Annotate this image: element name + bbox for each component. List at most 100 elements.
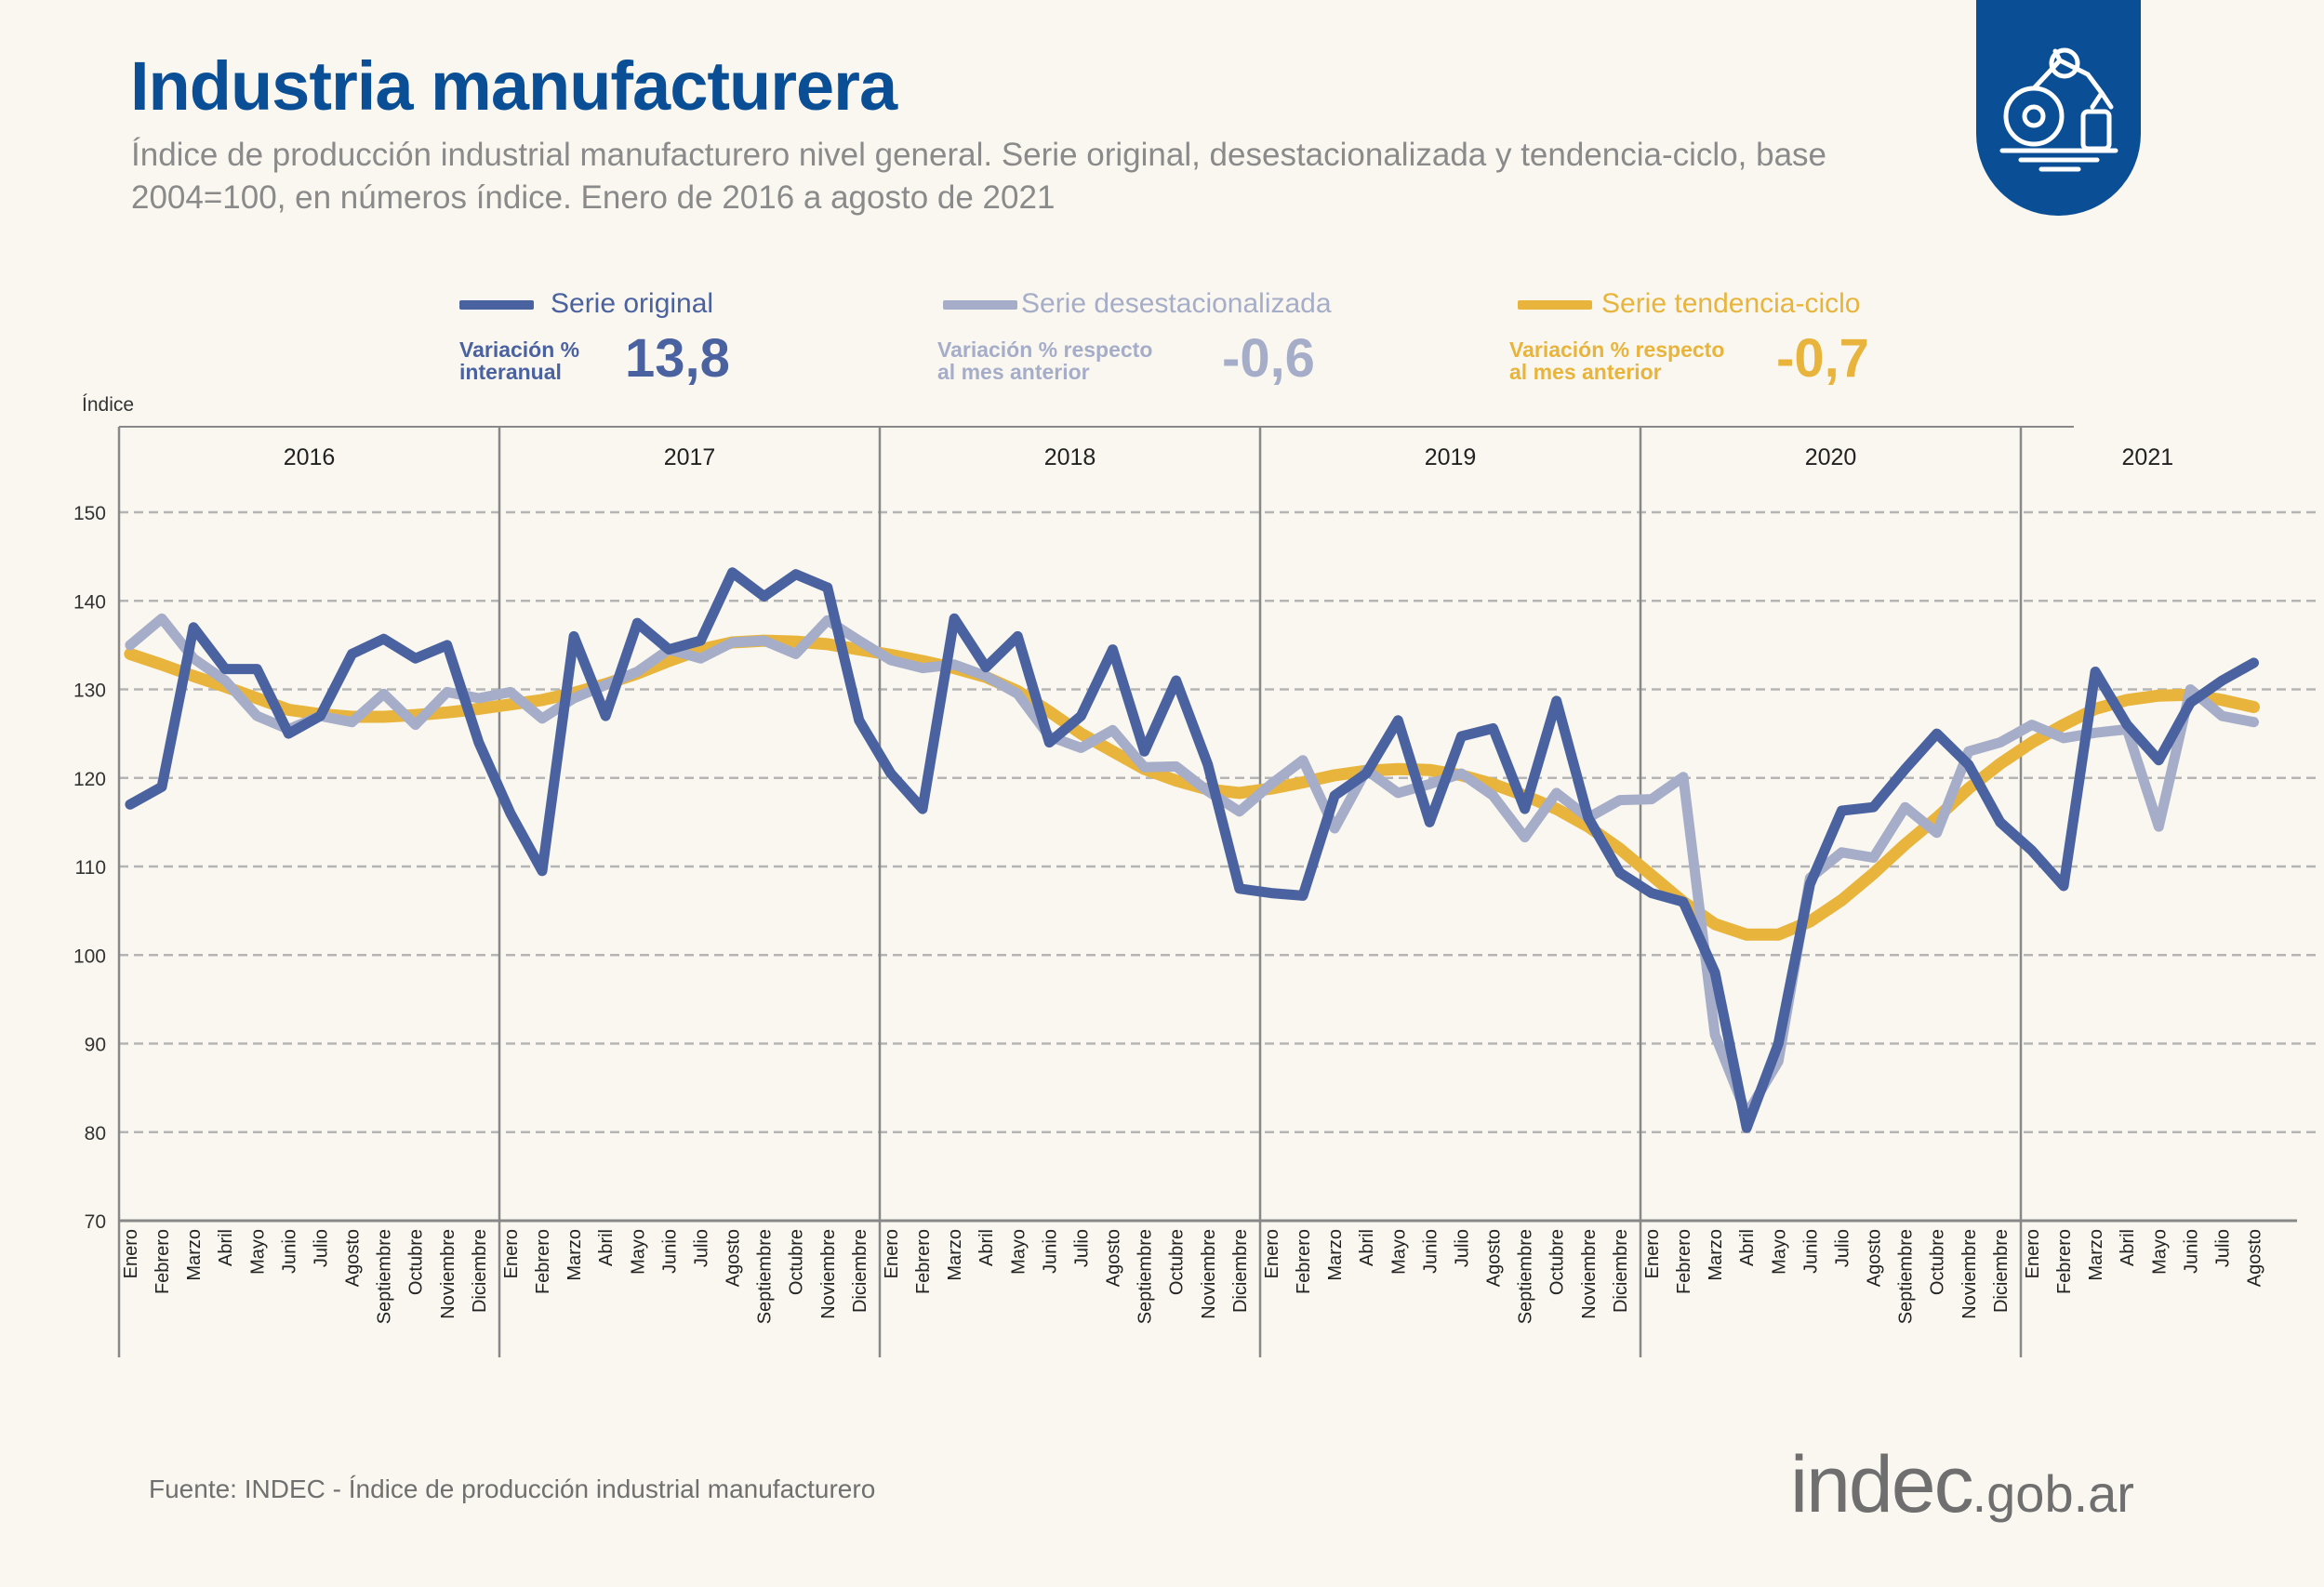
x-tick-label: Febrero (913, 1229, 934, 1294)
x-tick-label: Noviembre (438, 1229, 458, 1319)
x-tick-label: Mayo (247, 1229, 268, 1275)
year-label: 2016 (284, 444, 336, 470)
metric-value-tendencia: -0,7 (1776, 328, 1869, 389)
x-tick-label: Mayo (628, 1229, 648, 1275)
metric-label-original: Variación % interanual (459, 338, 579, 383)
metric-value-original: 13,8 (625, 328, 730, 389)
x-tick-label: Febrero (1674, 1229, 1694, 1294)
y-tick-label: 70 (85, 1211, 106, 1233)
metric-label-line: Variación % respecto (1509, 337, 1725, 362)
x-tick-label: Mayo (1388, 1229, 1409, 1275)
x-tick-label: Enero (121, 1229, 141, 1278)
y-tick-label: 110 (75, 857, 106, 879)
x-tick-label: Julio (311, 1229, 331, 1267)
legend-item-desestacionalizada: Serie desestacionalizada (943, 288, 1332, 320)
x-tick-label: Agosto (2245, 1229, 2265, 1287)
x-tick-label: Enero (2023, 1229, 2043, 1278)
x-tick-label: Julio (2212, 1229, 2233, 1267)
x-tick-label: Enero (501, 1229, 522, 1278)
robot-arm-icon (1999, 47, 2118, 172)
indec-logo[interactable]: indec.gob.ar (1790, 1439, 2134, 1531)
source-note: Fuente: INDEC - Índice de producción ind… (149, 1475, 876, 1503)
legend-item-original: Serie original (459, 288, 713, 320)
x-tick-label: Marzo (1706, 1229, 1726, 1281)
x-tick-label: Abril (596, 1229, 617, 1266)
x-tick-label: Agosto (343, 1229, 364, 1287)
x-tick-label: Marzo (945, 1229, 965, 1281)
year-label: 2019 (1425, 444, 1477, 470)
x-tick-label: Agosto (1104, 1229, 1124, 1287)
x-tick-label: Septiembre (375, 1229, 395, 1324)
x-tick-label: Noviembre (818, 1229, 839, 1319)
legend-label: Serie tendencia-ciclo (1601, 288, 1861, 319)
x-tick-label: Febrero (1294, 1229, 1314, 1294)
x-tick-label: Junio (1420, 1229, 1441, 1274)
x-tick-label: Abril (976, 1229, 997, 1266)
x-tick-label: Septiembre (755, 1229, 776, 1324)
metric-label-line: Variación % (459, 337, 580, 362)
x-tick-label: Octubre (1167, 1229, 1188, 1295)
year-label: 2020 (1805, 444, 1857, 470)
x-tick-label: Octubre (1547, 1229, 1568, 1295)
x-tick-label: Marzo (184, 1229, 205, 1281)
page-subtitle: Índice de producción industrial manufact… (131, 137, 1827, 216)
x-tick-label: Octubre (1928, 1229, 1948, 1295)
year-label: 2018 (1044, 444, 1096, 470)
x-tick-label: Julio (691, 1229, 711, 1267)
x-tick-label: Febrero (153, 1229, 173, 1294)
x-tick-label: Agosto (1865, 1229, 1885, 1287)
x-tick-label: Julio (1452, 1229, 1472, 1267)
x-tick-label: Noviembre (1959, 1229, 1980, 1319)
legend-item-tendencia: Serie tendencia-ciclo (1518, 288, 1860, 320)
x-tick-label: Abril (216, 1229, 236, 1266)
metric-label-line: interanual (459, 360, 562, 384)
x-tick-label: Febrero (2054, 1229, 2075, 1294)
x-tick-label: Junio (659, 1229, 680, 1274)
x-tick-label: Marzo (1325, 1229, 1346, 1281)
x-tick-label: Enero (1642, 1229, 1663, 1278)
x-tick-label: Octubre (787, 1229, 807, 1295)
x-tick-label: Septiembre (1896, 1229, 1917, 1324)
x-tick-label: Noviembre (1579, 1229, 1600, 1319)
x-tick-label: Abril (1357, 1229, 1377, 1266)
x-tick-label: Diciembre (1230, 1229, 1251, 1313)
x-tick-label: Junio (1800, 1229, 1821, 1274)
x-tick-label: Febrero (533, 1229, 553, 1294)
y-tick-label: 100 (73, 946, 106, 967)
x-tick-label: Mayo (1008, 1229, 1029, 1275)
page-title: Industria manufacturera (130, 47, 897, 125)
x-tick-label: Diciembre (1991, 1229, 2012, 1313)
y-tick-label: 120 (73, 769, 106, 790)
x-tick-label: Abril (1737, 1229, 1758, 1266)
x-tick-label: Agosto (1484, 1229, 1505, 1287)
metric-label-line: Variación % respecto (937, 337, 1153, 362)
legend-swatch (459, 300, 534, 311)
x-tick-label: Agosto (724, 1229, 744, 1287)
x-tick-label: Noviembre (1199, 1229, 1219, 1319)
y-axis-label: Índice (82, 394, 134, 416)
y-tick-label: 150 (73, 503, 106, 524)
metric-label-line: al mes anterior (1509, 360, 1662, 384)
legend-label: Serie original (551, 288, 714, 319)
x-tick-label: Marzo (564, 1229, 585, 1281)
year-label: 2021 (2122, 444, 2174, 470)
x-tick-label: Septiembre (1135, 1229, 1156, 1324)
x-tick-label: Septiembre (1516, 1229, 1536, 1324)
y-tick-label: 80 (85, 1123, 106, 1144)
x-tick-label: Abril (2118, 1229, 2138, 1266)
x-tick-label: Mayo (1769, 1229, 1789, 1275)
y-tick-label: 140 (73, 591, 106, 613)
year-label: 2017 (664, 444, 716, 470)
x-tick-label: Mayo (2149, 1229, 2170, 1275)
metric-value-desestacionalizada: -0,6 (1222, 328, 1315, 389)
x-tick-label: Julio (1071, 1229, 1092, 1267)
legend-swatch (943, 300, 1017, 311)
industry-badge (1976, 0, 2141, 216)
legend-swatch (1518, 300, 1592, 311)
x-tick-label: Junio (1040, 1229, 1060, 1274)
logo-main: indec (1790, 1440, 1974, 1529)
y-tick-label: 90 (85, 1035, 106, 1056)
x-tick-label: Marzo (2086, 1229, 2106, 1281)
metric-label-tendencia: Variación % respecto al mes anterior (1509, 338, 1724, 383)
